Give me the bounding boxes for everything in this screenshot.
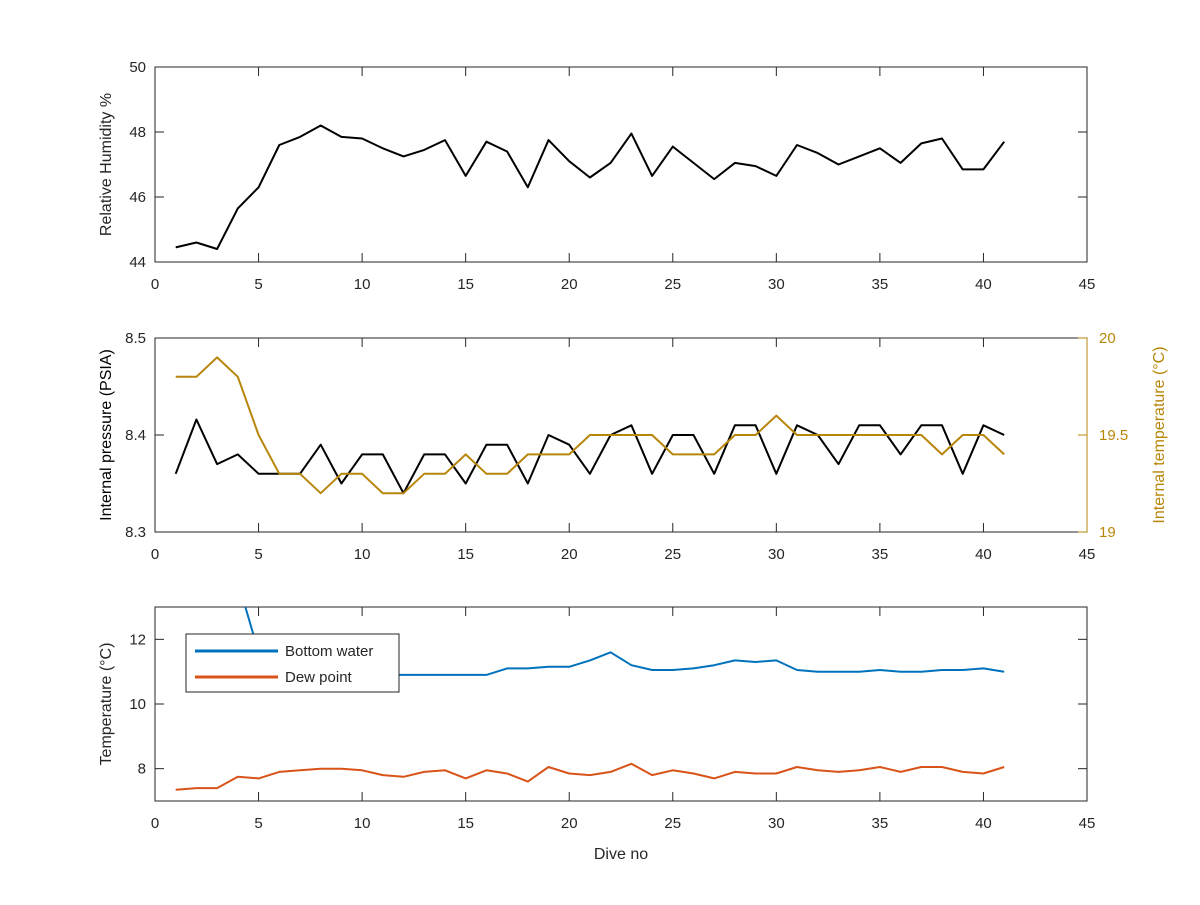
x-tick-label: 45: [1079, 276, 1096, 293]
x-tick-label: 35: [872, 546, 889, 563]
y-tick-label: 8.4: [125, 427, 146, 444]
subplot-3: 0 5 10 15 20 25 30 35 40 45 8 10 12 Temperature (°C) D…: [98, 606, 1096, 863]
y-tick-label: 8.5: [125, 330, 146, 347]
y2-tick-label: 20: [1099, 330, 1116, 347]
x-tick-label: 45: [1079, 546, 1096, 563]
x-tick-label: 10: [354, 815, 371, 832]
x-tick-label: 35: [872, 276, 889, 293]
y-tick-label: 12: [129, 631, 146, 648]
x-tick-label: 40: [975, 546, 992, 563]
series-line-dew-point: [175, 762, 1005, 791]
legend-label: Dew point: [285, 669, 353, 686]
x-tick-label: 0: [151, 546, 159, 563]
x-tick-label: 30: [768, 276, 785, 293]
x-tick-label: 35: [872, 815, 889, 832]
y2-tick-label: 19.5: [1099, 427, 1128, 444]
y2-tick-label: 19: [1099, 524, 1116, 541]
legend-label: Bottom water: [285, 643, 373, 660]
y-tick-label: 8.3: [125, 524, 146, 541]
x-tick-label: 25: [664, 276, 681, 293]
legend: Bottom water Dew point: [185, 633, 400, 693]
y-tick-label: 10: [129, 696, 146, 713]
x-tick-label: 15: [457, 276, 474, 293]
series-line-main: [175, 124, 1005, 250]
x-tick-label: 40: [975, 815, 992, 832]
y-tick-label: 50: [129, 59, 146, 76]
x-tick-label: 25: [664, 815, 681, 832]
x-tick-label: 10: [354, 276, 371, 293]
series-line-left: [174, 418, 1005, 495]
x-tick-label: 30: [768, 546, 785, 563]
x-tick-label: 0: [151, 276, 159, 293]
series-line-right: [175, 356, 1005, 495]
x-tick-label: 10: [354, 546, 371, 563]
y-tick-label: 8: [138, 761, 146, 778]
x-tick-label: 15: [457, 815, 474, 832]
x-tick-label: 0: [151, 815, 159, 832]
x-tick-label: 20: [561, 815, 578, 832]
subplot-1: 0 5 10 15 20 25 30 35 40 45 44 46 48 50 Relative Humid…: [98, 59, 1095, 293]
x-tick-label: 20: [561, 276, 578, 293]
y-tick-label: 48: [129, 124, 146, 141]
x-tick-label: 5: [254, 276, 262, 293]
y-axis-label: Relative Humidity %: [98, 93, 115, 236]
y-axis-label: Temperature (°C): [98, 643, 115, 766]
x-tick-label: 30: [768, 815, 785, 832]
x-tick-label: 5: [254, 815, 262, 832]
subplot-2: 0 5 10 15 20 25 30 35 40 45 8.3 8.4 8.5 19 19.5 20 Inter…: [98, 330, 1168, 563]
x-tick-label: 25: [664, 546, 681, 563]
series-line-bottom-water: [244, 607, 1005, 676]
legend-box: [185, 633, 400, 693]
y-axis-label: Internal pressure (PSIA): [98, 349, 115, 521]
x-axis-label: Dive no: [594, 846, 648, 863]
x-tick-label: 20: [561, 546, 578, 563]
axes-box: [154, 66, 1088, 263]
y2-axis-label: Internal temperature (°C): [1151, 346, 1168, 523]
y-tick-label: 44: [129, 254, 146, 271]
y-tick-label: 46: [129, 189, 146, 206]
x-tick-label: 15: [457, 546, 474, 563]
x-tick-label: 45: [1079, 815, 1096, 832]
x-tick-label: 5: [254, 546, 262, 563]
x-tick-label: 40: [975, 276, 992, 293]
